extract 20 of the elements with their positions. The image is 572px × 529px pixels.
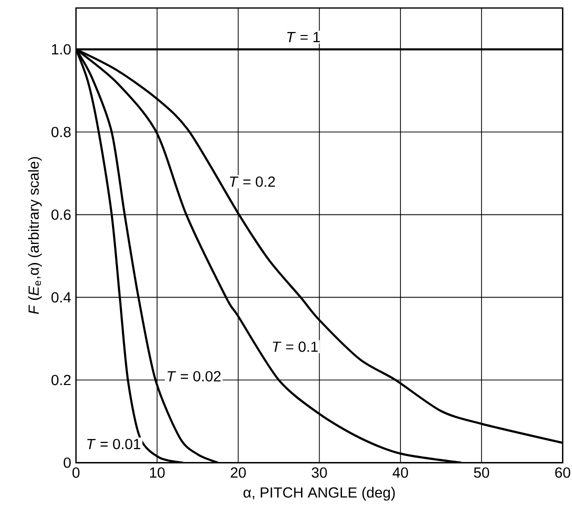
x-axis-title: α, PITCH ANGLE (deg) [244, 486, 395, 500]
y-tick-label: 0.4 [51, 292, 71, 302]
y-tick-label: 0 [64, 457, 71, 468]
x-tick-label: 0 [72, 467, 80, 478]
x-tick-label: 60 [555, 467, 570, 478]
y-tick-label: 0.2 [51, 374, 71, 386]
y-tick-label: 0.8 [51, 126, 71, 138]
y-axis-title: F (E$_{e}$,α) (arbitrary scale) [28, 156, 42, 314]
series-label: T = 0.2 [230, 176, 275, 187]
y-tick-label: 1.0 [52, 44, 71, 54]
x-tick-label: 50 [474, 467, 490, 478]
series-label: T = 1 [287, 32, 320, 42]
x-tick-label: 10 [150, 467, 165, 478]
x-tick-label: 20 [230, 467, 246, 478]
series-label: T = 0.1 [272, 341, 318, 352]
series-label: T = 0.02 [168, 370, 221, 382]
x-tick-label: 40 [392, 467, 408, 478]
x-tick-label: 30 [312, 467, 327, 478]
y-tick-label: 0.6 [51, 209, 71, 220]
series-label: T = 0.01 [87, 438, 140, 450]
